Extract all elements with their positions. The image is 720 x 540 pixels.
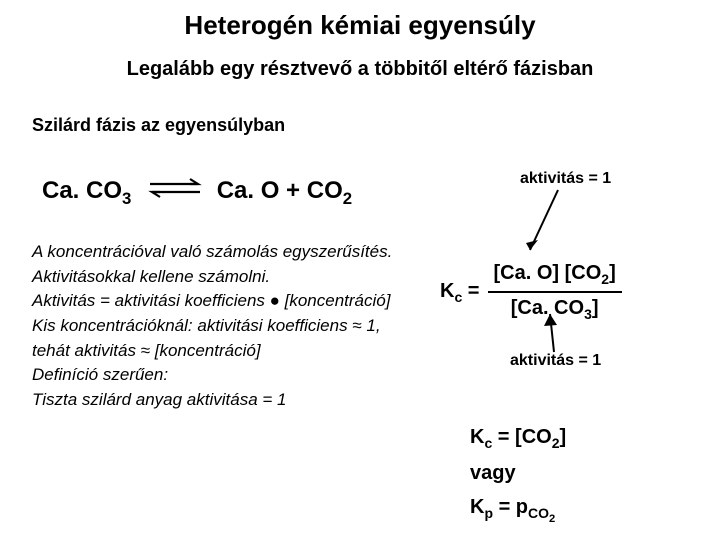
body-line: Aktivitásokkal kellene számolni. bbox=[32, 265, 402, 290]
kp-sub: p bbox=[484, 505, 493, 521]
kc-equals: = bbox=[462, 280, 479, 302]
equation-rhs: Ca. O + CO2 bbox=[217, 177, 352, 204]
kp-rhs-sub-sub: 2 bbox=[549, 513, 555, 525]
num-b: [CO2] bbox=[565, 262, 616, 284]
fraction: [Ca. O] [CO2] [Ca. CO3] bbox=[488, 260, 622, 324]
equilibrium-constant-fraction: Kc = [Ca. O] [CO2] [Ca. CO3] bbox=[440, 260, 622, 324]
kc-label: Kc = bbox=[440, 280, 480, 305]
num-b-base: [CO bbox=[565, 262, 602, 284]
fraction-denominator: [Ca. CO3] bbox=[488, 295, 622, 324]
equation-lhs: Ca. CO3 bbox=[42, 177, 138, 204]
num-b-sub: 2 bbox=[601, 271, 609, 287]
lhs-sub: 3 bbox=[122, 189, 131, 208]
page-title: Heterogén kémiai egyensúly bbox=[0, 10, 720, 41]
fraction-numerator: [Ca. O] [CO2] bbox=[488, 260, 622, 289]
kp-base: K bbox=[470, 496, 484, 518]
den-sub: 3 bbox=[584, 306, 592, 322]
den-close: ] bbox=[592, 297, 599, 319]
rhs-base: Ca. O + CO bbox=[217, 177, 343, 204]
explanation-text: A koncentrációval való számolás egyszerű… bbox=[32, 240, 402, 412]
rhs-sub: 2 bbox=[343, 189, 352, 208]
body-line: A koncentrációval való számolás egyszerű… bbox=[32, 240, 402, 265]
kp-rhs-compound-sub: CO2 bbox=[528, 505, 555, 521]
body-line: Tiszta szilárd anyag aktivitása = 1 bbox=[32, 388, 402, 413]
arrow-icon bbox=[520, 188, 580, 263]
kc2-base: K bbox=[470, 426, 484, 448]
activity-label-bottom: aktivitás = 1 bbox=[510, 352, 601, 370]
num-a: [Ca. O] bbox=[494, 262, 560, 284]
kc-base: K bbox=[440, 280, 454, 302]
fraction-bar bbox=[488, 291, 622, 293]
num-b-close: ] bbox=[609, 262, 616, 284]
den-base: [Ca. CO bbox=[511, 297, 584, 319]
equilibrium-arrow-icon bbox=[148, 175, 202, 208]
activity-label-top: aktivitás = 1 bbox=[520, 170, 611, 188]
chemical-equation: Ca. CO3 Ca. O + CO2 bbox=[42, 175, 352, 209]
body-line: Aktivitás = aktivitási koefficiens ● [ko… bbox=[32, 289, 402, 314]
kp-rhs-sub-base: CO bbox=[528, 505, 549, 521]
kc2-rhs-b: ] bbox=[560, 426, 567, 448]
kc2-rhs-a: = [CO bbox=[492, 426, 551, 448]
body-line: Kis koncentrációknál: aktivitási koeffic… bbox=[32, 314, 402, 339]
kp-rhs-a: = p bbox=[493, 496, 528, 518]
page-subtitle: Legalább egy résztvevő a többitől eltérő… bbox=[0, 58, 720, 81]
results-block: Kc = [CO2] vagy Kp = pCO2 bbox=[470, 420, 566, 529]
body-line: tehát aktivitás ≈ [koncentráció] bbox=[32, 339, 402, 364]
result-kp: Kp = pCO2 bbox=[470, 490, 566, 529]
result-kc: Kc = [CO2] bbox=[470, 420, 566, 456]
body-line: Definíció szerűen: bbox=[32, 363, 402, 388]
section-heading: Szilárd fázis az egyensúlyban bbox=[32, 115, 285, 136]
lhs-base: Ca. CO bbox=[42, 177, 122, 204]
result-or: vagy bbox=[470, 456, 566, 490]
slide: Heterogén kémiai egyensúly Legalább egy … bbox=[0, 0, 720, 540]
kc2-rhs-sub: 2 bbox=[552, 435, 560, 451]
